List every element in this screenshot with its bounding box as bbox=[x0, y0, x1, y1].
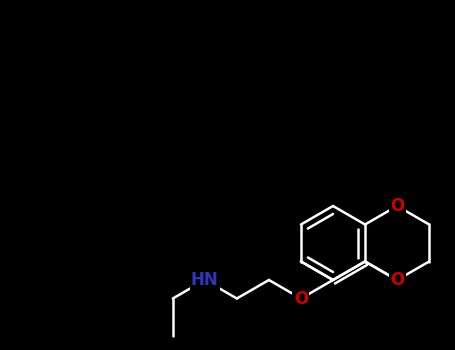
Text: O: O bbox=[390, 271, 404, 289]
Text: O: O bbox=[294, 289, 308, 308]
Text: HN: HN bbox=[191, 271, 219, 289]
Text: O: O bbox=[390, 197, 404, 215]
